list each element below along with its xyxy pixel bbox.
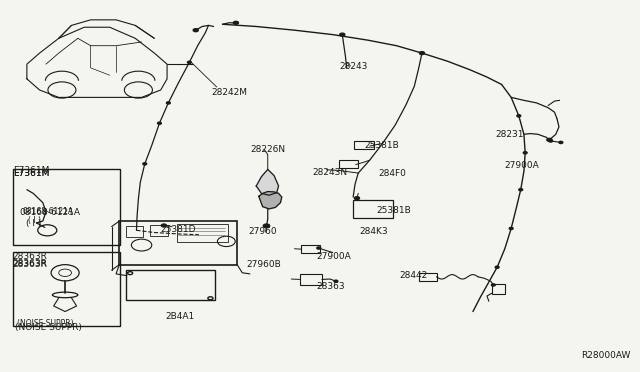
Text: ( I ): ( I )	[28, 215, 41, 225]
Circle shape	[519, 189, 523, 191]
Bar	[355, 141, 374, 149]
Circle shape	[334, 280, 338, 282]
Text: (NOISE SUPPR): (NOISE SUPPR)	[17, 319, 74, 328]
Text: 25381B: 25381B	[365, 141, 399, 150]
Text: 284F0: 284F0	[379, 169, 406, 179]
Text: 28243: 28243	[339, 62, 367, 71]
Bar	[492, 284, 505, 294]
Circle shape	[193, 29, 198, 32]
Text: E7361M: E7361M	[13, 166, 49, 175]
Circle shape	[157, 122, 161, 124]
Bar	[125, 225, 143, 237]
Text: 28363R: 28363R	[13, 259, 48, 268]
Circle shape	[317, 247, 321, 249]
Circle shape	[234, 21, 239, 24]
Text: 27960B: 27960B	[246, 260, 282, 269]
Text: 28363: 28363	[317, 282, 346, 291]
Text: 284K3: 284K3	[360, 227, 388, 235]
Text: 28243N: 28243N	[312, 168, 348, 177]
Bar	[13, 253, 120, 326]
Circle shape	[509, 227, 513, 230]
Circle shape	[355, 197, 360, 200]
Circle shape	[263, 224, 269, 228]
Bar	[353, 200, 393, 218]
Polygon shape	[259, 192, 282, 209]
Text: 08168-6121A: 08168-6121A	[19, 208, 80, 217]
Bar	[300, 274, 322, 285]
Circle shape	[188, 61, 191, 63]
Circle shape	[492, 284, 495, 286]
Text: 08168-6121A: 08168-6121A	[22, 208, 74, 217]
Circle shape	[161, 224, 166, 227]
Text: E7361M: E7361M	[13, 169, 49, 178]
Text: 28226N: 28226N	[250, 145, 285, 154]
Text: 27960: 27960	[248, 227, 277, 235]
Circle shape	[143, 163, 147, 165]
Text: 25381B: 25381B	[376, 206, 411, 215]
Bar	[119, 221, 237, 264]
Bar	[419, 273, 436, 281]
Circle shape	[547, 138, 552, 141]
Text: 2B4A1: 2B4A1	[166, 311, 195, 321]
Bar	[177, 224, 228, 243]
Circle shape	[340, 33, 345, 36]
Circle shape	[166, 102, 170, 104]
Text: E7361M: E7361M	[13, 169, 49, 178]
Text: R28000AW: R28000AW	[582, 352, 631, 360]
Polygon shape	[256, 169, 278, 195]
Bar	[339, 160, 358, 168]
Text: ( I ): ( I )	[26, 219, 41, 228]
Circle shape	[559, 141, 563, 144]
Circle shape	[548, 140, 552, 142]
Circle shape	[419, 52, 424, 55]
Text: 28231: 28231	[495, 130, 524, 139]
Bar	[301, 245, 320, 253]
Bar	[13, 169, 120, 245]
Text: 28363R: 28363R	[13, 260, 48, 269]
Text: (NOISE SUPPR): (NOISE SUPPR)	[15, 323, 83, 331]
Bar	[150, 225, 168, 236]
Text: 27900A: 27900A	[505, 161, 540, 170]
Text: 28442: 28442	[399, 271, 428, 280]
Text: 28242M: 28242M	[212, 88, 248, 97]
Text: 28363R: 28363R	[13, 252, 48, 261]
Bar	[125, 270, 215, 301]
Text: 25381D: 25381D	[161, 225, 196, 234]
Circle shape	[495, 266, 499, 268]
Circle shape	[517, 115, 521, 117]
Circle shape	[524, 152, 527, 154]
Text: 27900A: 27900A	[317, 253, 351, 262]
